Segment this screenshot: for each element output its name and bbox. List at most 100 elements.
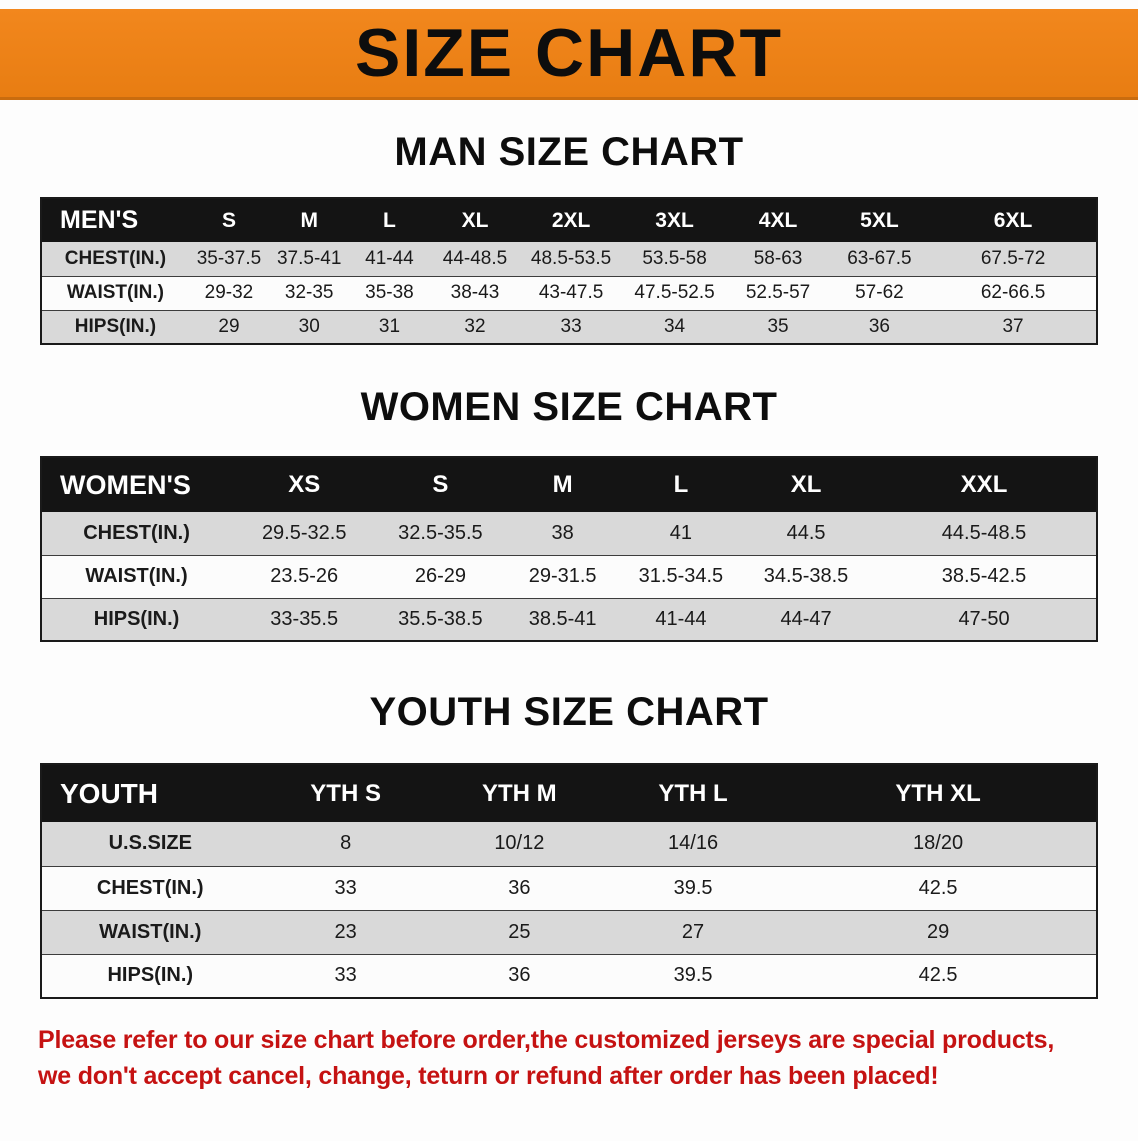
column-header: 2XL [520,198,622,242]
size-cell: 25 [508,920,531,943]
row-label: CHEST(IN.) [96,876,204,899]
man-chart-heading: MAN SIZE CHART [394,130,744,174]
size-cell: 48.5-53.5 [530,247,612,269]
column-header: S [377,457,504,512]
size-cell: 36 [868,315,890,337]
women-header-row: WOMEN'S XS S M L XL XXL [41,457,1097,512]
column-header: XL [740,457,873,512]
size-cell: 38.5-41 [528,607,597,630]
row-label: CHEST(IN.) [64,247,167,269]
size-cell: 43-47.5 [538,282,604,303]
size-cell: 35-37.5 [196,247,262,269]
size-cell: 41-44 [655,607,707,630]
size-cell: 35-38 [365,282,414,303]
row-label: HIPS(IN.) [74,315,157,337]
column-header: L [349,198,430,242]
size-cell: 41 [669,521,693,544]
column-header: M [269,198,350,242]
size-cell: 26-29 [414,565,466,587]
size-cell: 29 [218,315,240,337]
size-cell: 29-32 [204,282,254,303]
row-label: HIPS(IN.) [107,964,194,987]
size-cell: 63-67.5 [847,247,912,269]
table-row: CHEST(IN.) 29.5-32.5 32.5-35.5 38 41 44.… [41,512,1097,555]
column-header: XL [429,198,521,242]
size-cell: 62-66.5 [980,282,1046,303]
column-header: L [621,457,741,512]
size-cell: 33 [560,315,582,337]
size-cell: 32.5-35.5 [398,521,483,544]
youth-size-table: YOUTH YTH S YTH M YTH L YTH XL U.S.SIZE … [40,763,1098,999]
size-cell: 38 [551,521,574,544]
size-cell: 44.5-48.5 [941,521,1027,544]
column-header: M [503,457,622,512]
size-cell: 37 [1002,315,1024,337]
size-cell: 23.5-26 [270,565,339,587]
column-header: YTH S [258,764,433,822]
size-cell: 42.5 [918,876,958,899]
column-header: 5XL [828,198,931,242]
size-cell: 33 [334,964,357,987]
women-corner-header: WOMEN'S [41,457,232,512]
table-row: HIPS(IN.) 29 30 31 32 33 34 35 36 37 [41,310,1097,344]
size-cell: 33 [334,876,357,899]
size-cell: 34.5-38.5 [763,565,849,587]
size-cell: 35.5-38.5 [398,607,483,630]
size-cell: 42.5 [918,964,958,987]
size-cell: 29-31.5 [528,565,597,587]
table-row: WAIST(IN.) 23.5-26 26-29 29-31.5 31.5-34… [41,555,1097,598]
size-chart-banner: SIZE CHART [0,9,1138,100]
size-cell: 8 [340,832,352,855]
youth-chart-heading: YOUTH SIZE CHART [369,690,769,734]
column-header: YTH M [432,764,606,822]
size-cell: 36 [508,964,531,987]
size-cell: 44-47 [780,607,832,630]
column-header: 4XL [727,198,829,242]
size-cell: 58-63 [753,247,803,269]
men-corner-header: MEN'S [41,198,189,242]
size-cell: 30 [298,315,320,337]
column-header: 6XL [930,198,1097,242]
table-row: HIPS(IN.) 33-35.5 35.5-38.5 38.5-41 41-4… [41,598,1097,641]
size-cell: 33-35.5 [270,607,339,630]
row-label: HIPS(IN.) [93,607,180,630]
size-cell: 34 [663,315,686,337]
disclaimer-note: Please refer to our size chart before or… [38,1023,1118,1094]
size-cell: 47-50 [958,607,1010,630]
size-cell: 31 [378,315,401,337]
size-cell: 47.5-52.5 [634,282,715,303]
table-row: WAIST(IN.) 23 25 27 29 [41,910,1097,954]
row-label: WAIST(IN.) [66,282,164,303]
size-cell: 29.5-32.5 [261,521,347,544]
size-cell: 53.5-58 [642,247,707,269]
column-header: XS [231,457,378,512]
size-cell: 38-43 [450,282,500,303]
size-cell: 38.5-42.5 [941,565,1027,587]
size-cell: 27 [681,920,705,943]
size-cell: 37.5-41 [276,247,342,269]
table-row: U.S.SIZE 8 10/12 14/16 18/20 [41,822,1097,866]
size-cell: 44-48.5 [442,247,508,269]
size-cell: 18/20 [913,832,964,855]
banner-title: SIZE CHART [355,15,783,91]
column-header: 3XL [621,198,728,242]
size-cell: 10/12 [494,832,545,855]
row-label: WAIST(IN.) [99,920,202,943]
size-cell: 57-62 [855,282,904,303]
size-cell: 35 [767,315,789,337]
size-cell: 39.5 [673,876,713,899]
column-header: XXL [872,457,1097,512]
size-cell: 67.5-72 [980,247,1046,269]
size-cell: 41-44 [365,247,414,269]
row-label: U.S.SIZE [108,832,192,855]
size-cell: 14/16 [668,832,719,855]
size-cell: 32-35 [284,282,334,303]
column-header: YTH L [605,764,781,822]
size-cell: 32 [464,315,486,337]
women-chart-heading: WOMEN SIZE CHART [360,385,778,429]
row-label: WAIST(IN.) [85,565,188,587]
disclaimer-line-2: we don't accept cancel, change, teturn o… [38,1061,939,1090]
row-label: CHEST(IN.) [83,521,190,544]
column-header: YTH XL [780,764,1097,822]
women-size-table: WOMEN'S XS S M L XL XXL CHEST(IN.) 29.5-… [40,456,1098,642]
